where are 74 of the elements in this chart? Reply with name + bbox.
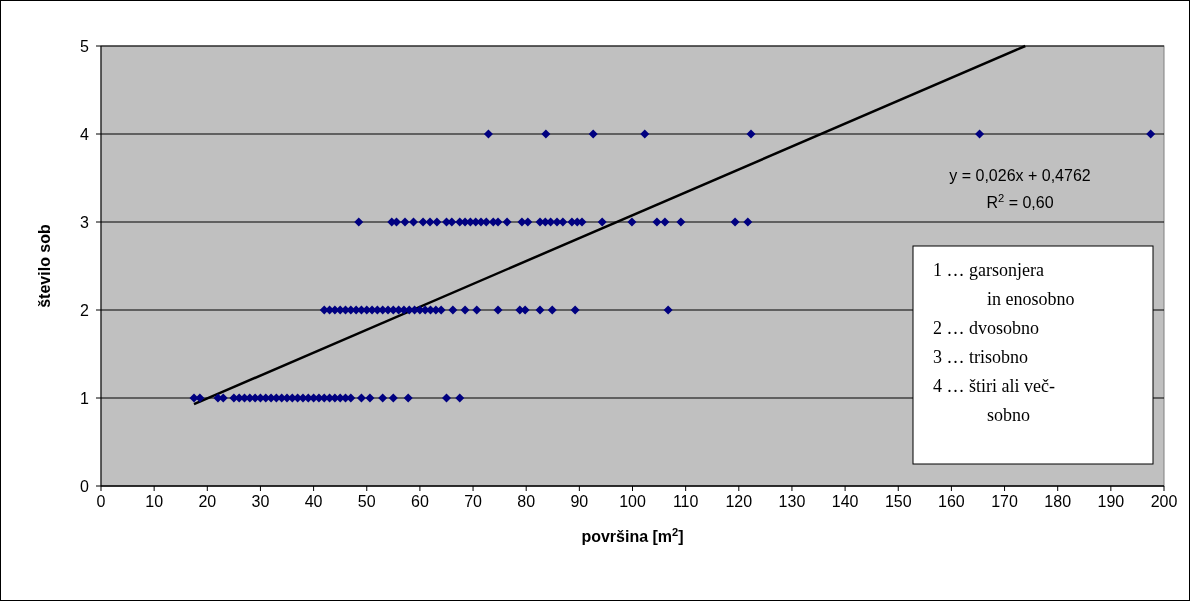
point — [441, 393, 451, 403]
x-tick-label: 40 — [304, 493, 323, 510]
x-tick-label: 20 — [198, 493, 217, 510]
point — [432, 217, 442, 227]
point — [541, 129, 551, 139]
x-tick-label: 130 — [778, 493, 806, 510]
point — [570, 305, 580, 315]
point — [455, 393, 465, 403]
annotation: 3 … trisobno — [933, 347, 1029, 367]
x-tick-label: 110 — [672, 493, 699, 510]
point — [627, 217, 637, 227]
point — [356, 393, 366, 403]
point — [746, 129, 756, 139]
x-tick-label: 180 — [1044, 493, 1072, 510]
point — [535, 305, 545, 315]
point — [418, 217, 428, 227]
annotation: y = 0,026x + 0,4762 — [949, 167, 1091, 184]
point — [743, 217, 753, 227]
x-tick-label: 120 — [725, 493, 753, 510]
x-tick-label: 190 — [1097, 493, 1125, 510]
annotation: sobno — [987, 405, 1031, 425]
annotation: 2 … dvosobno — [933, 318, 1040, 338]
x-tick-label: 150 — [884, 493, 912, 510]
point — [502, 217, 512, 227]
point — [378, 393, 388, 403]
x-tick-label: 80 — [517, 493, 536, 510]
y-tick-label: 2 — [80, 302, 90, 319]
y-tick-label: 3 — [80, 214, 90, 231]
point — [472, 305, 482, 315]
x-tick-label: 170 — [991, 493, 1018, 510]
x-tick-label: 30 — [251, 493, 270, 510]
x-tick-label: 60 — [411, 493, 429, 510]
y-tick-label: 4 — [80, 126, 90, 143]
point — [660, 217, 670, 227]
x-tick-label: 100 — [619, 493, 646, 510]
annotation: R$^{2}$ = 0,60 — [986, 192, 1054, 211]
annotation: 1 … garsonjera — [933, 260, 1044, 280]
point — [547, 305, 557, 315]
x-tick-label: 90 — [570, 493, 589, 510]
point — [400, 217, 410, 227]
x-tick-label: 50 — [357, 493, 376, 510]
point — [388, 393, 398, 403]
point — [663, 305, 673, 315]
x-tick-label: 0 — [96, 493, 106, 510]
point — [676, 217, 686, 227]
point — [1146, 129, 1156, 139]
point — [588, 129, 598, 139]
x-tick-label: 140 — [831, 493, 859, 510]
point — [448, 305, 458, 315]
point — [597, 217, 607, 227]
x-tick-label: 10 — [145, 493, 164, 510]
x-axis-title: površina [m$^{2}$] — [581, 526, 684, 545]
point — [640, 129, 650, 139]
point — [460, 305, 470, 315]
annotation: in enosobno — [987, 289, 1075, 309]
annotation: 4 … štiri ali več- — [933, 376, 1055, 396]
point — [975, 129, 985, 139]
point — [403, 393, 413, 403]
point — [652, 217, 662, 227]
point — [425, 217, 435, 227]
x-tick-label: 200 — [1150, 493, 1178, 510]
y-tick-label: 5 — [80, 38, 90, 55]
x-tick-label: 70 — [464, 493, 483, 510]
point — [483, 129, 493, 139]
point — [365, 393, 375, 403]
point — [493, 305, 503, 315]
x-tick-label: 160 — [938, 493, 965, 510]
point — [409, 217, 419, 227]
point — [730, 217, 740, 227]
point — [523, 217, 533, 227]
y-tick-label: 0 — [80, 478, 90, 495]
y-tick-label: 1 — [80, 390, 90, 407]
y-axis-title: število sob — [36, 223, 53, 308]
point — [354, 217, 364, 227]
